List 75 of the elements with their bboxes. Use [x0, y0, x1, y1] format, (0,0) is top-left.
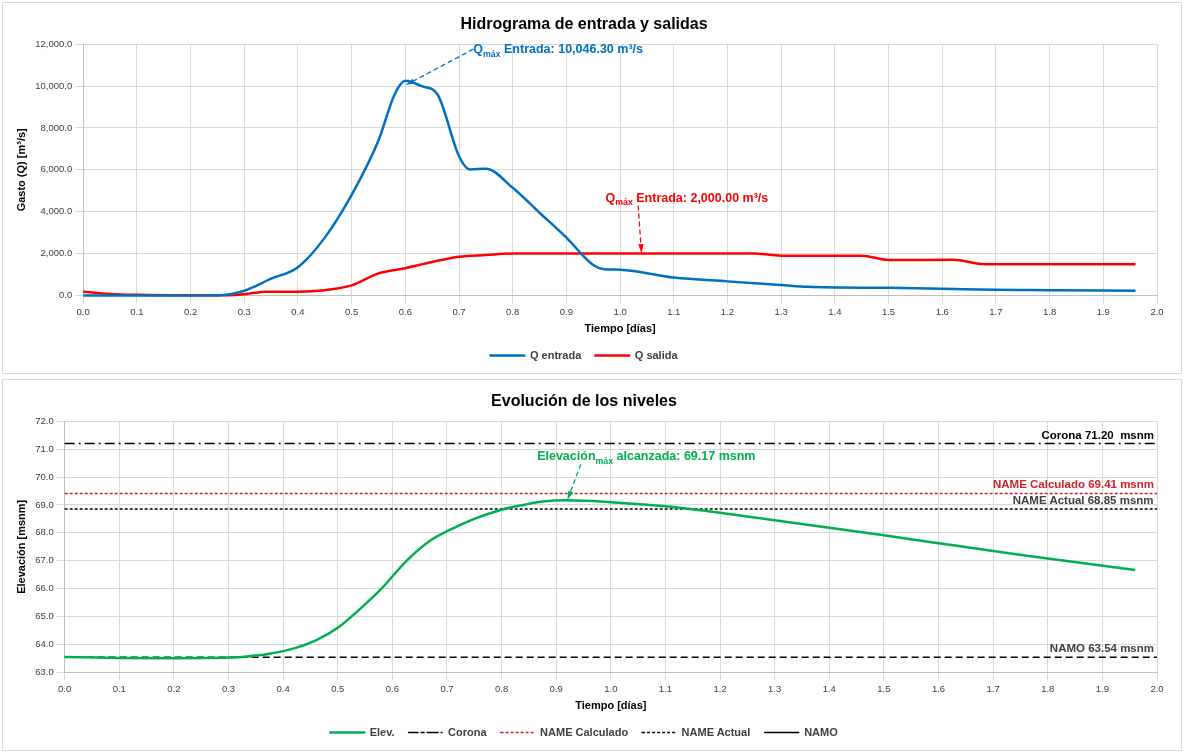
x-tick-label: 0.7 [440, 682, 454, 694]
chart-title: Evolución de los niveles [491, 392, 678, 410]
y-tick-label: 2,000.0 [40, 247, 73, 259]
legend-label: Q salida [634, 348, 679, 361]
y-tick-label: 68.0 [35, 526, 54, 538]
x-tick-label: 1.2 [713, 682, 727, 694]
y-tick-label: 10,000.0 [35, 79, 73, 91]
x-tick-label: 1.9 [1096, 305, 1110, 317]
x-tick-label: 0.1 [130, 305, 144, 317]
x-tick-label: 1.7 [989, 305, 1003, 317]
legend-label: NAME Calculado [540, 725, 629, 738]
y-tick-label: 72.0 [35, 414, 54, 426]
annotation: NAMO 63.54 msnm [1049, 642, 1155, 655]
x-tick-label: 0.2 [183, 305, 198, 317]
x-tick-label: 0.8 [495, 682, 509, 694]
x-tick-label: 0.5 [345, 305, 359, 317]
x-tick-label: 2.0 [1150, 305, 1164, 317]
y-tick-label: 67.0 [35, 554, 54, 566]
x-tick-label: 0.9 [559, 305, 574, 317]
legend-label: Elev. [369, 725, 395, 738]
x-tick-label: 1.2 [720, 305, 735, 317]
x-tick-label: 1.3 [774, 305, 788, 317]
annotation: NAME Calculado 69.41 msnm [992, 478, 1155, 491]
x-axis-title: Tiempo [días] [575, 699, 647, 712]
legend-label: Corona [448, 725, 488, 738]
x-tick-label: 1.1 [667, 305, 681, 317]
x-tick-label: 0.3 [221, 682, 236, 694]
y-tick-label: 63.0 [35, 666, 54, 678]
x-tick-label: 1.1 [658, 682, 673, 694]
x-tick-label: 0.1 [112, 682, 126, 694]
y-tick-label: 69.0 [35, 498, 54, 510]
x-tick-label: 0.6 [398, 305, 412, 317]
x-tick-label: 1.8 [1043, 305, 1057, 317]
x-tick-label: 0.8 [506, 305, 520, 317]
x-tick-label: 2.0 [1150, 682, 1164, 694]
x-tick-label: 0.4 [276, 682, 290, 694]
x-tick-label: 1.9 [1095, 682, 1109, 694]
x-tick-label: 0.3 [237, 305, 251, 317]
y-tick-label: 12,000.0 [35, 37, 73, 49]
x-tick-label: 1.6 [931, 682, 946, 694]
y-tick-label: 65.0 [35, 610, 54, 622]
x-tick-label: 1.7 [986, 682, 1000, 694]
x-tick-label: 1.6 [935, 305, 949, 317]
y-tick-label: 71.0 [35, 442, 54, 454]
y-tick-label: 6,000.0 [40, 163, 73, 175]
x-tick-label: 0.0 [76, 305, 90, 317]
annotation: Corona 71.20 msnm [1041, 428, 1154, 441]
x-tick-label: 1.0 [604, 682, 618, 694]
legend-label: Q entrada [529, 348, 583, 361]
y-tick-label: 4,000.0 [40, 205, 73, 217]
legend-label: NAME Actual [681, 725, 751, 738]
y-axis-title: Elevación [msnm] [14, 499, 27, 594]
x-tick-label: 0.9 [549, 682, 563, 694]
x-tick-label: 1.0 [613, 305, 627, 317]
x-axis-title: Tiempo [días] [584, 322, 657, 335]
x-tick-label: 0.4 [291, 305, 305, 317]
x-tick-label: 1.5 [881, 305, 896, 317]
y-tick-label: 70.0 [35, 470, 54, 482]
x-tick-label: 0.2 [167, 682, 181, 694]
legend-label: NAMO [804, 725, 839, 738]
y-tick-label: 64.0 [35, 638, 54, 650]
x-tick-label: 1.3 [768, 682, 782, 694]
x-tick-label: 1.5 [877, 682, 891, 694]
chart-title: Hidrograma de entrada y salidas [460, 15, 708, 33]
x-tick-label: 0.5 [331, 682, 345, 694]
y-tick-label: 8,000.0 [40, 121, 73, 133]
y-tick-label: 0.0 [58, 289, 73, 301]
x-tick-label: 1.4 [822, 682, 836, 694]
x-tick-label: 0.6 [385, 682, 399, 694]
x-tick-label: 0.7 [452, 305, 466, 317]
x-tick-label: 1.4 [828, 305, 842, 317]
y-axis-title: Gasto (Q) [m³/s] [14, 127, 27, 212]
x-tick-label: 1.8 [1041, 682, 1055, 694]
y-tick-label: 66.0 [35, 582, 54, 594]
annotation: NAME Actual 68.85 msnm [1012, 494, 1154, 507]
